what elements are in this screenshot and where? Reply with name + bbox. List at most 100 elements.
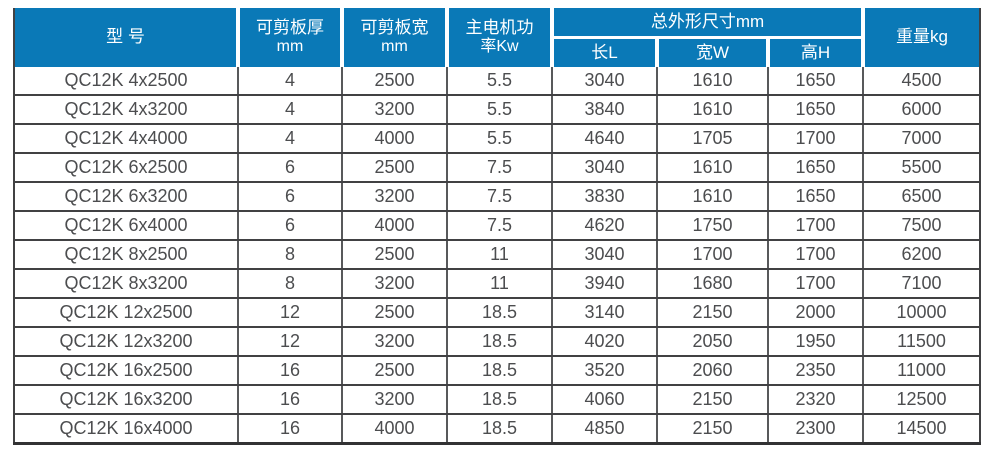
- value-cell: 16: [238, 385, 343, 415]
- value-cell: 1700: [768, 269, 864, 299]
- value-cell: 6: [238, 182, 343, 212]
- table-row: QC12K 4x2500 4 2500 5.5 3040 1610 1650 4500: [14, 67, 980, 96]
- value-cell: 7.5: [447, 211, 553, 241]
- value-cell: 7.5: [447, 153, 553, 183]
- value-cell: 4000: [342, 211, 448, 241]
- value-cell: 1650: [768, 67, 864, 96]
- model-cell: QC12K 6x4000: [14, 211, 239, 241]
- value-cell: 1610: [657, 182, 769, 212]
- col-header-width: 可剪板宽 mm: [342, 8, 449, 67]
- value-cell: 6000: [863, 95, 980, 125]
- col-header-power: 主电机功 率Kw: [447, 8, 554, 67]
- value-cell: 3200: [342, 269, 448, 299]
- value-cell: 3040: [552, 153, 658, 183]
- value-cell: 1700: [657, 240, 769, 270]
- value-cell: 7500: [863, 211, 980, 241]
- value-cell: 3840: [552, 95, 658, 125]
- model-cell: QC12K 8x3200: [14, 269, 239, 299]
- value-cell: 4850: [552, 414, 658, 445]
- model-cell: QC12K 12x3200: [14, 327, 239, 357]
- value-cell: 3520: [552, 356, 658, 386]
- value-cell: 12500: [863, 385, 980, 415]
- value-cell: 4020: [552, 327, 658, 357]
- value-cell: 8: [238, 240, 343, 270]
- table-row: QC12K 16x3200 16 3200 18.5 4060 2150 2320 12500: [14, 385, 980, 415]
- header-sub-row: 长L 宽W 高H: [14, 37, 980, 67]
- value-cell: 5.5: [447, 124, 553, 154]
- spec-table-header: 型 号 可剪板厚 mm 可剪板宽 mm 主电机功 率Kw 总外形尺寸mm: [14, 8, 980, 67]
- model-cell: QC12K 12x2500: [14, 298, 239, 328]
- value-cell: 11000: [863, 356, 980, 386]
- model-cell: QC12K 6x2500: [14, 153, 239, 183]
- table-row: QC12K 4x3200 4 3200 5.5 3840 1610 1650 6000: [14, 95, 980, 125]
- value-cell: 18.5: [447, 327, 553, 357]
- value-cell: 11: [447, 269, 553, 299]
- value-cell: 1750: [657, 211, 769, 241]
- col-header-dim-width-label: 宽W: [695, 42, 730, 62]
- table-row: QC12K 4x4000 4 4000 5.5 4640 1705 1700 7000: [14, 124, 980, 154]
- value-cell: 2500: [342, 298, 448, 328]
- col-header-height-label: 高H: [800, 42, 831, 62]
- value-cell: 1950: [768, 327, 864, 357]
- value-cell: 4620: [552, 211, 658, 241]
- value-cell: 7000: [863, 124, 980, 154]
- table-row: QC12K 6x4000 6 4000 7.5 4620 1750 1700 7500: [14, 211, 980, 241]
- value-cell: 3200: [342, 385, 448, 415]
- col-header-model: 型 号: [14, 8, 240, 67]
- value-cell: 7100: [863, 269, 980, 299]
- spec-table: 型 号 可剪板厚 mm 可剪板宽 mm 主电机功 率Kw 总外形尺寸mm: [13, 8, 981, 445]
- value-cell: 1680: [657, 269, 769, 299]
- value-cell: 3040: [552, 240, 658, 270]
- value-cell: 1610: [657, 95, 769, 125]
- value-cell: 5.5: [447, 67, 553, 96]
- value-cell: 3940: [552, 269, 658, 299]
- value-cell: 6200: [863, 240, 980, 270]
- col-header-dimensions-group-label: 总外形尺寸mm: [650, 11, 765, 31]
- value-cell: 7.5: [447, 182, 553, 212]
- value-cell: 1700: [768, 240, 864, 270]
- value-cell: 1705: [657, 124, 769, 154]
- value-cell: 18.5: [447, 298, 553, 328]
- value-cell: 2150: [657, 298, 769, 328]
- value-cell: 11500: [863, 327, 980, 357]
- value-cell: 2350: [768, 356, 864, 386]
- value-cell: 16: [238, 414, 343, 445]
- value-cell: 12: [238, 298, 343, 328]
- value-cell: 4060: [552, 385, 658, 415]
- value-cell: 3830: [552, 182, 658, 212]
- col-header-width-line1: 可剪板宽: [360, 18, 429, 38]
- value-cell: 3200: [342, 327, 448, 357]
- col-header-model-label: 型 号: [106, 27, 145, 47]
- model-cell: QC12K 8x2500: [14, 240, 239, 270]
- table-row: QC12K 12x3200 12 3200 18.5 4020 2050 1950 11500: [14, 327, 980, 357]
- value-cell: 1650: [768, 95, 864, 125]
- value-cell: 2500: [342, 356, 448, 386]
- value-cell: 6: [238, 211, 343, 241]
- value-cell: 4500: [863, 67, 980, 96]
- value-cell: 2150: [657, 414, 769, 445]
- value-cell: 18.5: [447, 414, 553, 445]
- model-cell: QC12K 4x2500: [14, 67, 239, 96]
- spec-table-body: QC12K 4x2500 4 2500 5.5 3040 1610 1650 4500 QC12…: [14, 67, 980, 445]
- model-cell: QC12K 16x2500: [14, 356, 239, 386]
- value-cell: 3040: [552, 67, 658, 96]
- col-header-weight-label: 重量kg: [896, 27, 948, 47]
- value-cell: 2500: [342, 153, 448, 183]
- table-row: QC12K 8x2500 8 2500 11 3040 1700 1700 6200: [14, 240, 980, 270]
- col-header-weight: 重量kg: [863, 8, 980, 67]
- value-cell: 4640: [552, 124, 658, 154]
- value-cell: 12: [238, 327, 343, 357]
- table-row: QC12K 6x3200 6 3200 7.5 3830 1610 1650 6500: [14, 182, 980, 212]
- table-row: QC12K 12x2500 12 2500 18.5 3140 2150 2000 10000: [14, 298, 980, 328]
- value-cell: 2000: [768, 298, 864, 328]
- model-cell: QC12K 16x3200: [14, 385, 239, 415]
- col-header-thickness-line2: mm: [276, 38, 304, 56]
- model-cell: QC12K 6x3200: [14, 182, 239, 212]
- value-cell: 2060: [657, 356, 769, 386]
- value-cell: 14500: [863, 414, 980, 445]
- value-cell: 6: [238, 153, 343, 183]
- value-cell: 6500: [863, 182, 980, 212]
- col-header-width-line2: mm: [381, 38, 408, 56]
- value-cell: 4: [238, 95, 343, 125]
- value-cell: 2050: [657, 327, 769, 357]
